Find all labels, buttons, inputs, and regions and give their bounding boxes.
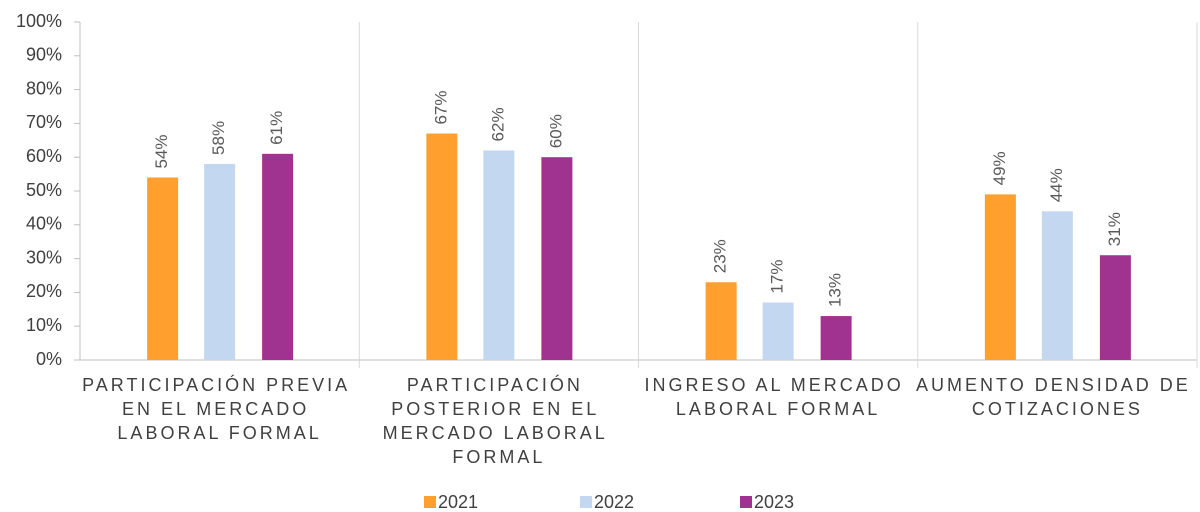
y-tick-label: 60% — [26, 146, 62, 166]
legend-label: 2023 — [754, 492, 794, 512]
x-tick-label: PARTICIPACIÓN PREVIA EN EL MERCADO LABOR… — [82, 374, 357, 443]
data-label: 58% — [209, 121, 228, 155]
y-tick-label: 80% — [26, 78, 62, 98]
data-label: 54% — [152, 134, 171, 168]
data-label: 23% — [711, 239, 730, 273]
bar — [984, 194, 1016, 360]
data-label: 17% — [768, 260, 787, 294]
bar — [1041, 211, 1073, 360]
bar — [705, 282, 737, 360]
legend-swatch — [424, 496, 436, 508]
bar — [262, 153, 294, 360]
legend-swatch — [740, 496, 752, 508]
y-tick-label: 50% — [26, 180, 62, 200]
legend-label: 2021 — [438, 492, 478, 512]
y-tick-label: 10% — [26, 315, 62, 335]
x-tick-label: PARTICIPACIÓN POSTERIOR EN EL MERCADO LA… — [383, 374, 615, 467]
y-tick-label: 70% — [26, 112, 62, 132]
data-label: 67% — [431, 91, 450, 125]
data-label: 44% — [1047, 168, 1066, 202]
y-tick-label: 20% — [26, 281, 62, 301]
bar — [426, 133, 458, 360]
data-label: 49% — [990, 151, 1009, 185]
y-tick-label: 0% — [36, 349, 62, 369]
bar — [1099, 255, 1131, 360]
x-tick-label: INGRESO AL MERCADO LABORAL FORMAL — [644, 375, 911, 419]
y-tick-label: 40% — [26, 214, 62, 234]
data-label: 61% — [267, 111, 286, 145]
x-tick-label: AUMENTO DENSIDAD DE COTIZACIONES — [916, 375, 1199, 419]
legend-swatch — [580, 496, 592, 508]
data-label: 60% — [546, 114, 565, 148]
data-label: 31% — [1105, 212, 1124, 246]
y-tick-label: 90% — [26, 45, 62, 65]
bar — [147, 177, 179, 360]
y-tick-label: 100% — [16, 11, 62, 31]
bar — [762, 302, 794, 360]
bar — [204, 163, 236, 360]
data-label: 13% — [826, 273, 845, 307]
legend-label: 2022 — [594, 492, 634, 512]
data-label: 62% — [488, 107, 507, 141]
bar — [820, 316, 852, 360]
bar — [483, 150, 515, 360]
y-tick-label: 30% — [26, 247, 62, 267]
bar — [541, 157, 573, 360]
